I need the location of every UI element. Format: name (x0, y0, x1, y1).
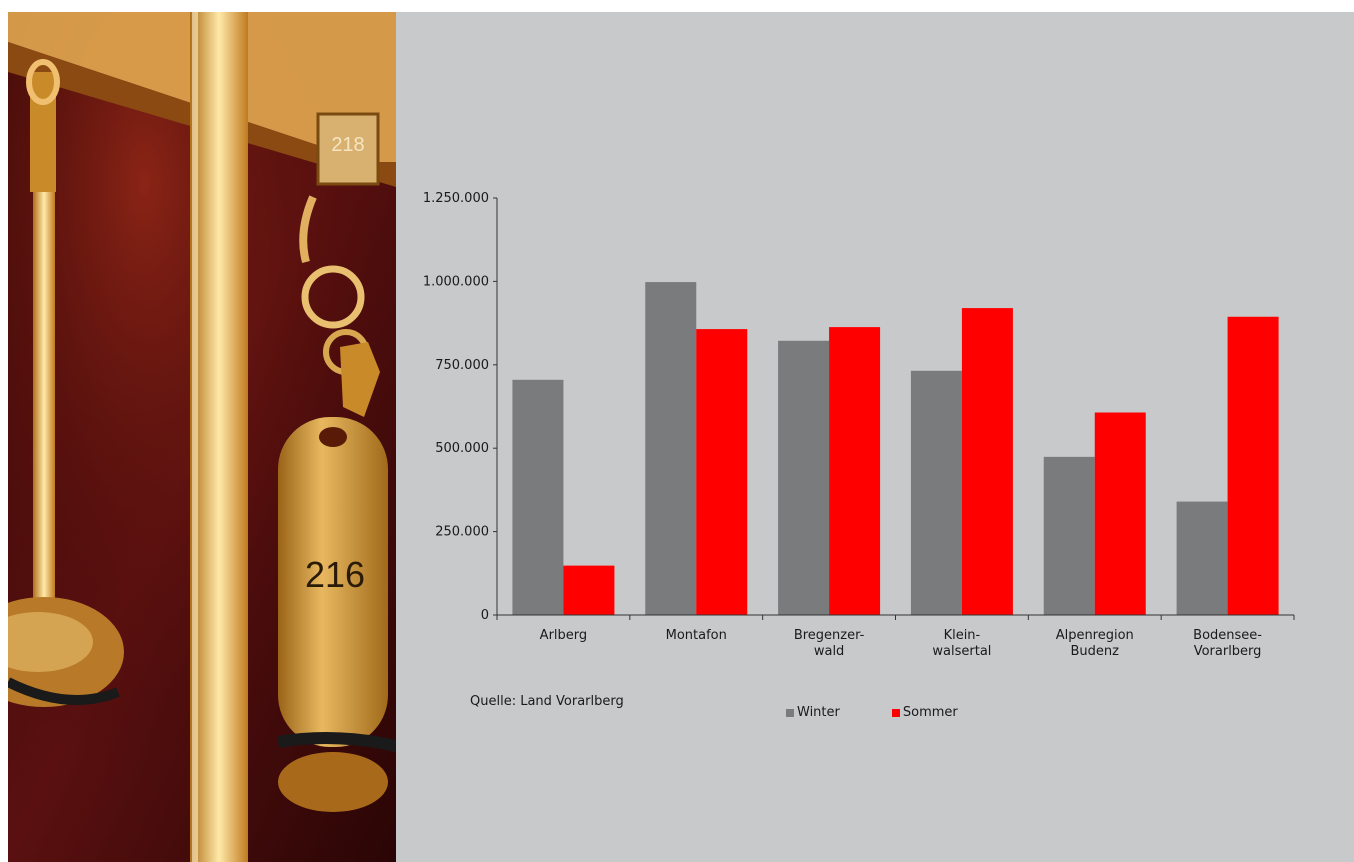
bar-sommer-1 (696, 329, 748, 615)
bar-sommer-5 (1227, 316, 1279, 615)
bar-winter-5 (1176, 501, 1228, 615)
bar-winter-1 (645, 282, 697, 615)
category-label-line: Montafon (666, 628, 727, 643)
legend-label-sommer: Sommer (902, 705, 958, 720)
category-label-line: walsertal (932, 644, 991, 659)
category-label-4: Alpenregion Budenz (1056, 628, 1134, 659)
category-label-3: Klein-walsertal (932, 628, 991, 659)
category-label-1: Montafon (666, 628, 727, 643)
legend-item-winter: Winter (786, 705, 840, 720)
y-tick-label-0: 0 (481, 608, 489, 623)
category-label-line: Arlberg (540, 628, 587, 643)
category-label-line: wald (814, 644, 844, 659)
legend-swatch-sommer (891, 708, 900, 717)
y-tick-label-5: 1.250.000 (423, 191, 489, 206)
legend-swatch-winter (786, 708, 794, 717)
category-label-line: Bodensee- (1193, 628, 1262, 643)
bar-winter-0 (512, 379, 564, 615)
bar-chart: Arlberg Montafon Bregenzer-wald Klein-walse… (423, 191, 1295, 659)
bar-sommer-2 (829, 327, 881, 615)
y-tick-label-3: 750.000 (435, 358, 489, 373)
category-label-5: Bodensee-Vorarlberg (1193, 628, 1262, 659)
category-label-2: Bregenzer-wald (794, 628, 865, 659)
category-label-line: Alpenregion (1056, 628, 1134, 643)
legend-item-sommer: Sommer (891, 705, 958, 720)
category-label-line: Klein- (944, 628, 981, 643)
bar-winter-2 (778, 340, 830, 615)
legend-label-winter: Winter (797, 705, 840, 720)
category-label-line: Vorarlberg (1194, 644, 1262, 659)
category-label-0: Arlberg (540, 628, 587, 643)
key-tag-number: 216 (304, 554, 366, 595)
bar-sommer-0 (563, 565, 615, 615)
category-label-line: Budenz (1071, 644, 1120, 659)
y-tick-label-4: 1.000.000 (423, 274, 489, 289)
legend: Winter Sommer (786, 705, 958, 720)
bar-winter-4 (1043, 456, 1095, 615)
chart-panel: Arlberg Montafon Bregenzer-wald Klein-walse… (396, 12, 1354, 862)
source-note: Quelle: Land Vorarlberg (470, 694, 624, 709)
bar-winter-3 (910, 370, 962, 615)
hotel-keys-photo: 216 218 (8, 12, 396, 862)
y-tick-label-1: 250.000 (435, 525, 489, 540)
bar-sommer-4 (1094, 412, 1146, 615)
bar-sommer-3 (961, 308, 1013, 615)
hook-plate-number: 218 (331, 134, 365, 156)
y-tick-label-2: 500.000 (435, 441, 489, 456)
category-label-line: Bregenzer- (794, 628, 865, 643)
